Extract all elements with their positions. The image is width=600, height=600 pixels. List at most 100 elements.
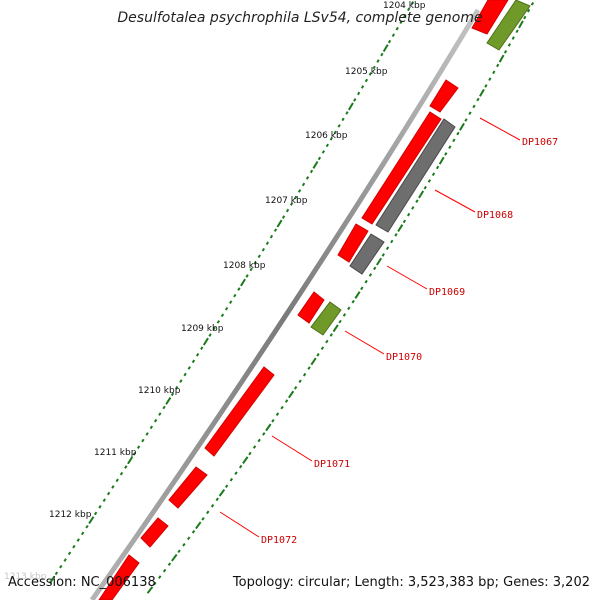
inner-tick-72 bbox=[234, 471, 238, 476]
inner-tick-27 bbox=[431, 172, 436, 177]
tick-label-1209: 1209 kbp bbox=[181, 324, 224, 334]
inner-tick-77 bbox=[210, 504, 215, 508]
outer-tick-38 bbox=[269, 234, 274, 239]
inner-tick-2 bbox=[530, 1, 535, 6]
gene-cds-dp1068[interactable] bbox=[361, 111, 442, 225]
gene-cds-top[interactable] bbox=[471, 0, 509, 35]
inner-tick-17 bbox=[472, 104, 476, 109]
inner-tick-80 bbox=[195, 521, 202, 530]
inner-tick-30 bbox=[418, 190, 425, 199]
inner-tick-75 bbox=[218, 488, 226, 497]
inner-tick-3 bbox=[527, 8, 531, 13]
leader-dp1070 bbox=[344, 330, 385, 355]
gene-cds-dp1070[interactable] bbox=[297, 291, 325, 324]
inner-tick-62 bbox=[280, 405, 284, 410]
outer-tick-9 bbox=[382, 44, 389, 53]
gene-olive-top[interactable] bbox=[486, 0, 531, 51]
outer-tick-23 bbox=[329, 137, 333, 141]
gene-cds-dp1072a[interactable] bbox=[168, 466, 208, 509]
outer-tick-50 bbox=[220, 313, 225, 318]
outer-tick-83 bbox=[80, 531, 85, 536]
inner-tick-5 bbox=[518, 20, 524, 29]
inner-tick-18 bbox=[468, 111, 472, 115]
outer-tick-42 bbox=[253, 261, 257, 265]
inner-tick-34 bbox=[402, 219, 407, 224]
inner-tick-14 bbox=[484, 84, 488, 88]
gene-gray-dp1068[interactable] bbox=[375, 118, 456, 233]
outer-tick-63 bbox=[165, 396, 172, 405]
outer-tick-4 bbox=[403, 13, 407, 18]
outer-tick-32 bbox=[293, 195, 298, 200]
outer-tick-76 bbox=[111, 485, 115, 489]
outer-tick-31 bbox=[297, 189, 302, 193]
outer-tick-30 bbox=[301, 182, 306, 187]
gene-label-dp1072[interactable]: DP1072 bbox=[261, 535, 297, 546]
outer-tick-10 bbox=[380, 52, 384, 57]
gene-olive-dp1070[interactable] bbox=[310, 301, 342, 336]
inner-tick-48 bbox=[342, 313, 347, 317]
inner-tick-ring bbox=[146, 1, 535, 594]
outer-tick-24 bbox=[325, 143, 329, 148]
gene-label-dp1070[interactable]: DP1070 bbox=[386, 352, 422, 363]
inner-tick-69 bbox=[248, 451, 252, 456]
gene-cds-dp1072b[interactable] bbox=[140, 517, 169, 548]
leader-dp1068 bbox=[434, 189, 476, 213]
outer-tick-26 bbox=[317, 156, 322, 161]
outer-tick-47 bbox=[233, 293, 237, 298]
inner-tick-89 bbox=[153, 581, 157, 586]
inner-tick-88 bbox=[158, 575, 162, 579]
gene-gray-dp1069[interactable] bbox=[349, 233, 385, 275]
inner-tick-74 bbox=[224, 484, 229, 489]
inner-tick-10 bbox=[498, 54, 505, 63]
inner-tick-85 bbox=[171, 553, 178, 562]
outer-tick-14 bbox=[364, 78, 369, 83]
outer-tick-60 bbox=[179, 379, 183, 383]
accession-text: Accession: NC_006138 bbox=[8, 575, 156, 590]
inner-tick-90 bbox=[146, 586, 154, 594]
leader-dp1071 bbox=[271, 435, 313, 462]
outer-tick-21 bbox=[337, 124, 341, 128]
inner-tick-22 bbox=[452, 138, 456, 143]
inner-tick-42 bbox=[368, 273, 373, 277]
tick-labels: 1204 kbp 1205 kbp 1206 kbp 1207 kbp 1208… bbox=[4, 1, 426, 582]
inner-tick-40 bbox=[376, 257, 383, 266]
outer-tick-69 bbox=[141, 438, 145, 443]
outer-tick-5 bbox=[399, 20, 403, 25]
outer-tick-80 bbox=[93, 511, 98, 516]
outer-tick-20 bbox=[341, 117, 345, 122]
outer-tick-59 bbox=[183, 372, 187, 377]
gene-cds-bottom[interactable] bbox=[98, 554, 140, 600]
inner-tick-55 bbox=[310, 357, 317, 366]
tick-label-1210: 1210 kbp bbox=[138, 386, 181, 396]
gene-label-leaders bbox=[219, 117, 521, 538]
outer-tick-81 bbox=[88, 516, 95, 524]
inner-tick-15 bbox=[479, 88, 485, 97]
outer-tick-85 bbox=[72, 544, 76, 549]
outer-tick-12 bbox=[372, 65, 376, 70]
outer-tick-66 bbox=[153, 418, 158, 423]
outer-tick-39 bbox=[265, 241, 270, 246]
inner-tick-46 bbox=[351, 299, 355, 304]
inner-tick-44 bbox=[360, 286, 364, 291]
outer-tick-41 bbox=[257, 254, 261, 259]
tick-label-1204: 1204 kbp bbox=[383, 1, 426, 11]
gene-label-dp1068[interactable]: DP1068 bbox=[477, 210, 513, 221]
gene-cds-dp1069[interactable] bbox=[337, 223, 369, 263]
inner-tick-58 bbox=[298, 379, 302, 384]
inner-tick-67 bbox=[257, 438, 261, 443]
outer-tick-52 bbox=[212, 326, 216, 331]
inner-tick-33 bbox=[406, 212, 411, 217]
outer-tick-89 bbox=[54, 571, 59, 576]
gene-label-dp1069[interactable]: DP1069 bbox=[429, 287, 465, 298]
inner-tick-78 bbox=[206, 510, 210, 515]
map-title: Desulfotalea psychrophila LSv54, complet… bbox=[117, 10, 483, 26]
outer-tick-87 bbox=[63, 558, 67, 562]
gene-cds-dp1067[interactable] bbox=[429, 79, 459, 113]
outer-tick-40 bbox=[261, 247, 265, 252]
gene-cds-dp1071[interactable] bbox=[204, 366, 275, 457]
tick-label-1211: 1211 kbp bbox=[94, 448, 137, 458]
gene-label-dp1067[interactable]: DP1067 bbox=[522, 137, 558, 148]
gene-label-dp1071[interactable]: DP1071 bbox=[314, 459, 350, 470]
outer-tick-57 bbox=[191, 359, 196, 364]
leader-dp1067 bbox=[479, 117, 521, 141]
